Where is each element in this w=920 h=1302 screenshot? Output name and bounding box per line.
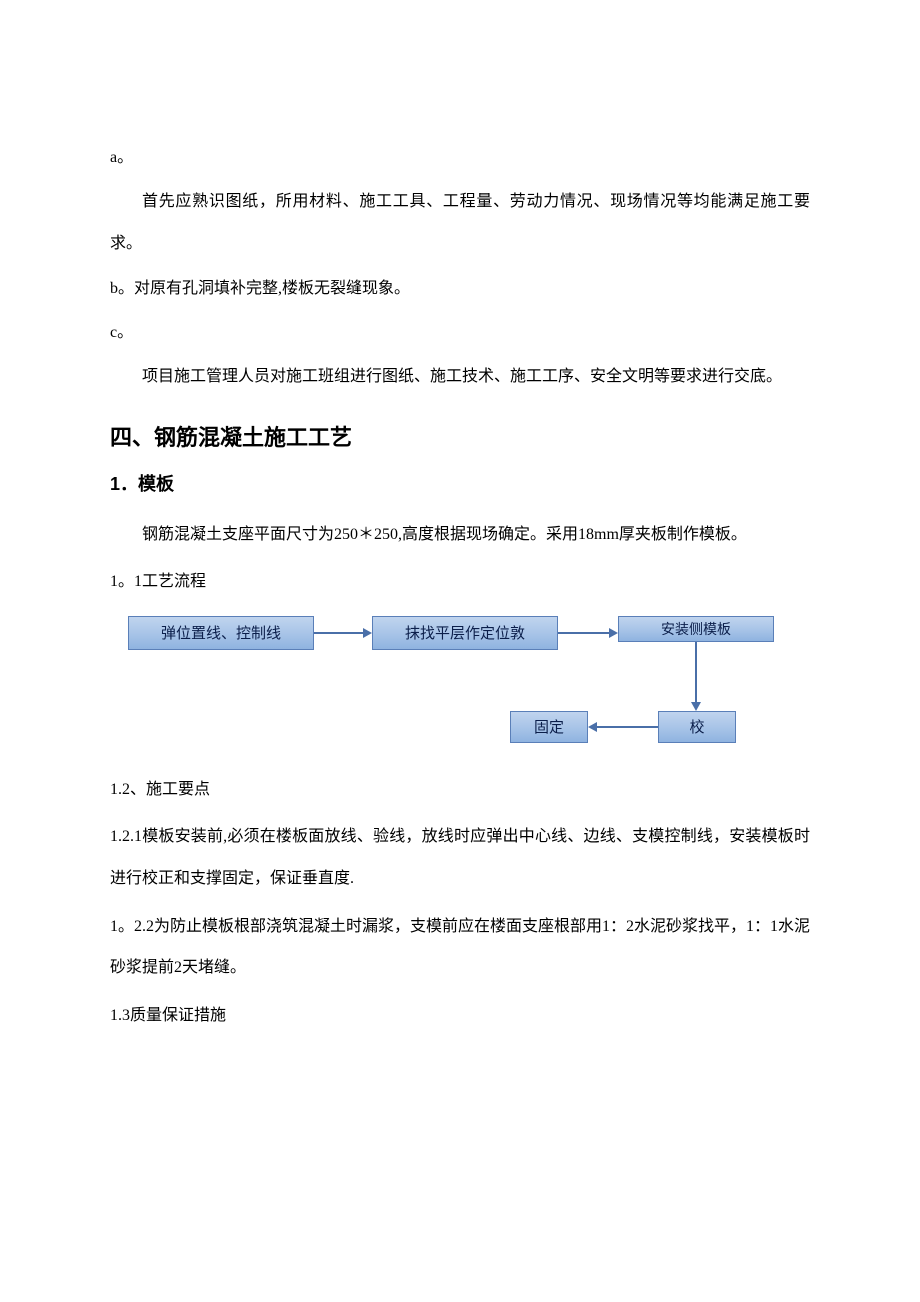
list-item-b: b。对原有孔洞填补完整,楼板无裂缝现象。 xyxy=(110,270,810,308)
heading-section-4: 四、钢筋混凝土施工工艺 xyxy=(110,420,810,452)
flow-node-n3: 安装侧模板 xyxy=(618,616,774,642)
paragraph-6: 1.3质量保证措施 xyxy=(110,995,810,1037)
list-item-c-text: 项目施工管理人员对施工班组进行图纸、施工技术、施工工序、安全文明等要求进行交底。 xyxy=(110,356,810,398)
paragraph-4: 1.2.1模板安装前,必须在楼板面放线、验线，放线时应弹出中心线、边线、支模控制… xyxy=(110,816,810,899)
process-flowchart: 弹位置线、控制线 抹找平层作定位敦 安装侧模板固定 校 xyxy=(110,611,810,751)
document-page: a。 首先应熟识图纸，所用材料、施工工具、工程量、劳动力情况、现场情况等均能满足… xyxy=(0,0,920,1122)
list-item-b-label: b。 xyxy=(110,280,134,297)
flow-arrow xyxy=(695,642,697,702)
list-item-a-label: a。 xyxy=(110,140,810,175)
flow-node-n4: 固定 xyxy=(510,711,588,743)
heading-subsection-1: 1．模板 xyxy=(110,470,810,496)
flow-arrow-head xyxy=(363,628,372,638)
flow-arrow-head xyxy=(691,702,701,711)
list-item-a-text: 首先应熟识图纸，所用材料、施工工具、工程量、劳动力情况、现场情况等均能满足施工要… xyxy=(110,181,810,264)
flow-arrow xyxy=(558,632,609,634)
flow-node-n5: 校 xyxy=(658,711,736,743)
list-item-b-text: 对原有孔洞填补完整,楼板无裂缝现象。 xyxy=(134,280,410,297)
flow-node-n1: 弹位置线、控制线 xyxy=(128,616,314,650)
flow-arrow xyxy=(314,632,363,634)
list-item-c-label: c。 xyxy=(110,315,810,350)
paragraph-2: 1。1工艺流程 xyxy=(110,561,810,603)
paragraph-3: 1.2、施工要点 xyxy=(110,769,810,811)
flow-arrow-head xyxy=(588,722,597,732)
flow-arrow xyxy=(597,726,658,728)
flow-arrow-head xyxy=(609,628,618,638)
paragraph-1: 钢筋混凝土支座平面尺寸为250＊250,高度根据现场确定。采用18mm厚夹板制作… xyxy=(110,514,810,556)
flow-node-n2: 抹找平层作定位敦 xyxy=(372,616,558,650)
paragraph-5: 1。2.2为防止模板根部浇筑混凝土时漏浆，支模前应在楼面支座根部用1：2水泥砂浆… xyxy=(110,906,810,989)
